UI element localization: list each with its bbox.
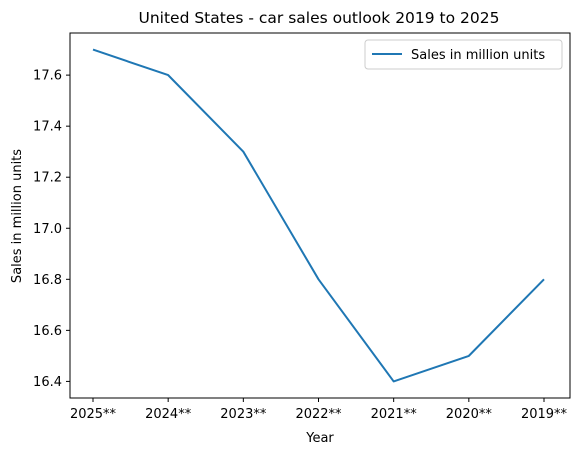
chart-title: United States - car sales outlook 2019 t… [138,9,499,27]
y-tick-label: 17.4 [33,120,62,135]
x-axis-label: Year [305,431,334,446]
y-axis: 16.4 16.6 16.8 17.0 17.2 17.4 17.6 [33,69,70,390]
x-tick-label: 2019** [521,407,568,422]
x-tick-label: 2020** [446,407,493,422]
x-axis: 2025** 2024** 2023** 2022** 2021** 2020** 2019… [70,398,568,422]
legend-box [364,39,563,70]
x-tick-label: 2024** [145,407,192,422]
series-layer [92,48,545,383]
y-tick-label: 16.6 [33,324,62,339]
y-tick-label: 16.8 [33,273,62,288]
legend: Sales in million units [364,39,563,70]
plot-area [69,32,571,399]
y-tick-label: 17.0 [33,222,62,237]
y-tick-label: 17.6 [33,69,62,84]
x-tick-label: 2021** [371,407,418,422]
y-tick-label: 17.2 [33,171,62,186]
y-axis-label: Sales in million units [10,149,25,283]
y-tick-label: 16.4 [33,375,62,390]
x-tick-label: 2025** [70,407,117,422]
x-tick-label: 2022** [295,407,342,422]
legend-label: Sales in million units [411,48,545,63]
x-tick-label: 2023** [220,407,267,422]
